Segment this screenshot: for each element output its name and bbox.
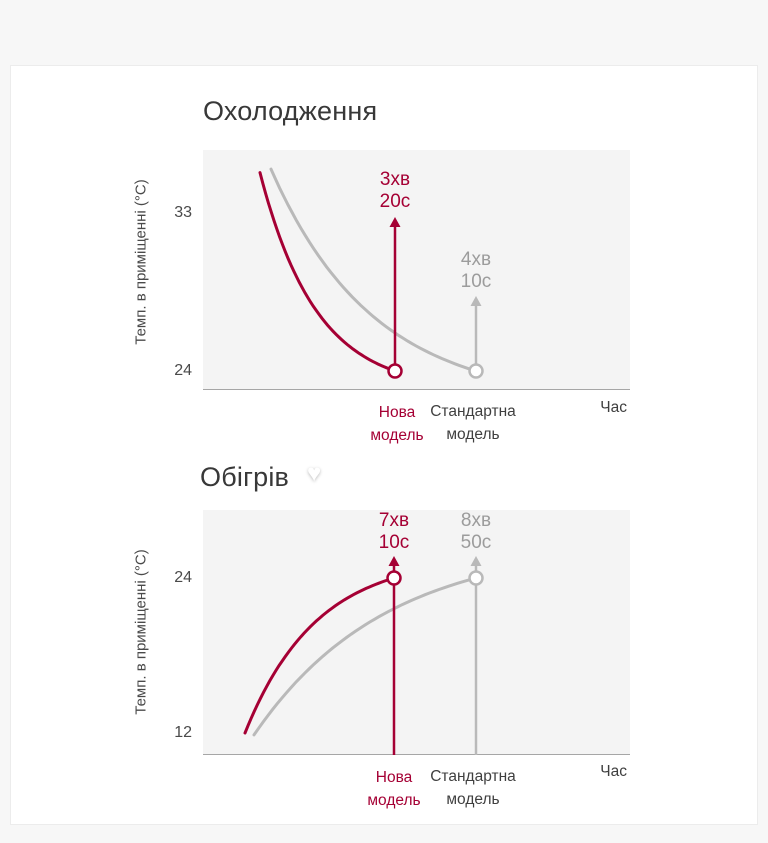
annotation-line: 8хв [460, 510, 492, 531]
y-tick-33: 33 [174, 204, 192, 221]
series-label-line: модель [446, 791, 500, 808]
series-label-new-model-cooling: Нова модель [347, 401, 447, 447]
x-axis-label-cooling: Час [600, 399, 627, 416]
annotation-line: 3хв [379, 169, 411, 190]
y-tick-12: 12 [174, 724, 192, 741]
annotation-new-model-cooling: 3хв 20с [345, 169, 445, 213]
annotation-line: 7хв [378, 510, 410, 531]
y-tick-24-heating: 24 [174, 569, 192, 586]
series-label-line: Нова [375, 769, 413, 786]
chart-title-heating: Обігрів [200, 462, 290, 492]
annotation-line: 10с [378, 532, 410, 553]
y-axis-label-heating: Темп. в приміщенні (°C) [132, 549, 150, 715]
annotation-new-model-heating: 7хв 10с [344, 510, 444, 554]
series-label-line: модель [370, 427, 424, 444]
series-label-standard-model-heating: Стандартна модель [413, 765, 533, 811]
x-axis-label-heating: Час [600, 763, 627, 780]
heart-icon: ♥ [307, 460, 322, 487]
series-label-line: Нова [378, 404, 416, 421]
annotation-standard-model-heating: 8хв 50с [426, 510, 526, 554]
annotation-line: 10с [460, 271, 492, 292]
series-label-new-model-heating: Нова модель [344, 766, 444, 812]
annotation-line: 4хв [460, 249, 492, 270]
annotation-standard-model-cooling: 4хв 10с [426, 249, 526, 293]
series-label-line: Стандартна [430, 768, 516, 785]
series-label-line: модель [367, 792, 421, 809]
series-label-line: Стандартна [430, 403, 516, 420]
y-tick-24-cooling: 24 [174, 362, 192, 379]
series-label-line: модель [446, 426, 500, 443]
series-label-standard-model-cooling: Стандартна модель [413, 400, 533, 446]
chart-title-cooling: Охолодження [203, 96, 378, 126]
annotation-line: 50с [460, 532, 492, 553]
annotation-line: 20с [379, 191, 411, 212]
y-axis-label-cooling: Темп. в приміщенні (°C) [132, 179, 150, 345]
